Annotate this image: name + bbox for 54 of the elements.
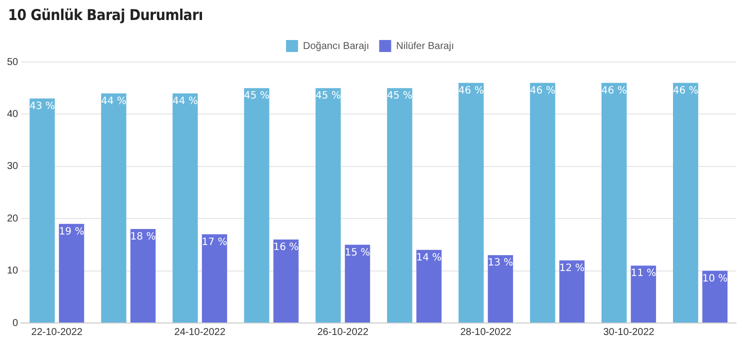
bar [602,82,627,322]
bar [273,239,299,322]
data-label: 16 % [273,242,299,254]
data-label: 13 % [488,258,514,269]
bar [559,260,585,322]
data-label: 43 % [30,101,55,112]
data-label: 45 % [244,90,270,102]
x-tick-label: 24-10-2022 [174,326,226,338]
y-tick-label: 20 [7,213,19,224]
y-tick-label: 30 [7,161,19,172]
data-label: 15 % [344,247,370,258]
x-tick-label: 26-10-2022 [317,326,369,338]
data-label: 12 % [559,262,585,274]
x-tick-label: 30-10-2022 [603,326,655,338]
bar [458,82,484,322]
bar [101,93,126,322]
data-label: 17 % [202,236,228,248]
data-label: 45 % [315,90,341,102]
bar [172,93,198,322]
bar [316,88,341,322]
bar [202,234,228,322]
bar [30,98,55,322]
bar [58,224,84,322]
data-label: 44 % [172,96,198,107]
legend-label: Nilüfer Barajı [396,40,454,52]
data-label: 46 % [530,85,556,96]
x-tick-label: 22-10-2022 [31,326,83,338]
bar [130,229,156,322]
data-label: 46 % [458,85,484,96]
bar [702,270,728,322]
y-tick-label: 0 [12,318,19,329]
bar [488,255,514,322]
data-label: 14 % [416,252,442,264]
data-label: 19 % [58,226,84,238]
bar [387,88,412,322]
chart-title: 10 Günlük Baraj Durumları [8,6,203,24]
data-label: 11 % [630,268,656,280]
data-label: 10 % [702,273,728,284]
bar [630,266,656,322]
data-label: 18 % [130,232,156,243]
data-label: 46 % [601,85,627,96]
bar [416,250,442,322]
bar [530,82,556,322]
x-tick-label: 28-10-2022 [460,326,512,338]
bar [673,82,698,322]
bar [244,88,270,322]
y-tick-label: 50 [7,56,19,68]
bar [344,244,370,322]
data-label: 45 % [386,90,412,102]
data-label: 46 % [672,85,698,96]
legend-label: Doğancı Barajı [303,40,370,52]
data-label: 44 % [100,96,126,107]
y-tick-label: 10 [7,266,19,277]
y-tick-label: 40 [7,108,19,120]
